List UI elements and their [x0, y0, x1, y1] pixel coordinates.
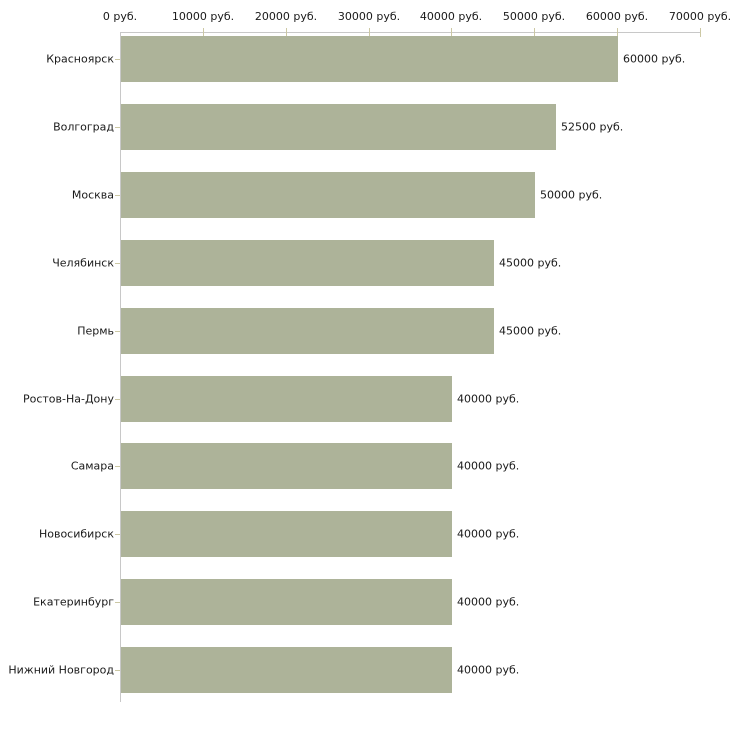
x-tick-label: 0 руб. [102, 10, 138, 23]
x-tick-mark [369, 28, 370, 37]
value-label: 40000 руб. [457, 663, 520, 677]
x-tick-mark [203, 28, 204, 37]
category-label: Красноярск [46, 52, 114, 66]
x-tick-label: 10000 руб. [171, 10, 235, 23]
category-label: Ростов-На-Дону [22, 392, 114, 406]
value-label: 52500 руб. [561, 120, 624, 134]
value-label: 40000 руб. [457, 392, 520, 406]
chart-bar [121, 308, 494, 354]
category-tick-mark [115, 127, 120, 128]
category-tick-mark [115, 466, 120, 467]
y-axis-line [120, 32, 121, 702]
category-tick-mark [115, 602, 120, 603]
x-tick-label: 30000 руб. [337, 10, 401, 23]
chart-bar [121, 172, 535, 218]
chart-bar [121, 443, 452, 489]
x-tick-mark [451, 28, 452, 37]
x-tick-label: 60000 руб. [585, 10, 649, 23]
value-label: 45000 руб. [499, 256, 562, 270]
chart-bar [121, 579, 452, 625]
value-label: 60000 руб. [623, 52, 686, 66]
category-tick-mark [115, 59, 120, 60]
chart-bar [121, 36, 618, 82]
chart-bar [121, 647, 452, 693]
category-tick-mark [115, 195, 120, 196]
category-label: Нижний Новгород [8, 663, 114, 677]
value-label: 40000 руб. [457, 595, 520, 609]
chart-bar [121, 240, 494, 286]
category-label: Новосибирск [38, 527, 114, 541]
x-tick-mark [700, 28, 701, 37]
x-axis-line [120, 32, 700, 33]
category-tick-mark [115, 331, 120, 332]
category-label: Самара [70, 459, 114, 473]
chart-bar [121, 104, 556, 150]
category-tick-mark [115, 670, 120, 671]
category-label: Екатеринбург [33, 595, 114, 609]
x-tick-label: 20000 руб. [254, 10, 318, 23]
x-tick-label: 50000 руб. [502, 10, 566, 23]
chart-bar [121, 376, 452, 422]
value-label: 45000 руб. [499, 324, 562, 338]
category-label: Москва [71, 188, 114, 202]
value-label: 40000 руб. [457, 459, 520, 473]
value-label: 40000 руб. [457, 527, 520, 541]
value-label: 50000 руб. [540, 188, 603, 202]
category-label: Пермь [77, 324, 114, 338]
category-tick-mark [115, 263, 120, 264]
x-tick-mark [286, 28, 287, 37]
x-tick-label: 40000 руб. [419, 10, 483, 23]
category-tick-mark [115, 534, 120, 535]
x-tick-mark [617, 28, 618, 37]
chart-bar [121, 511, 452, 557]
category-label: Волгоград [53, 120, 114, 134]
x-tick-label: 70000 руб. [668, 10, 730, 23]
category-tick-mark [115, 399, 120, 400]
x-tick-mark [534, 28, 535, 37]
category-label: Челябинск [52, 256, 114, 270]
